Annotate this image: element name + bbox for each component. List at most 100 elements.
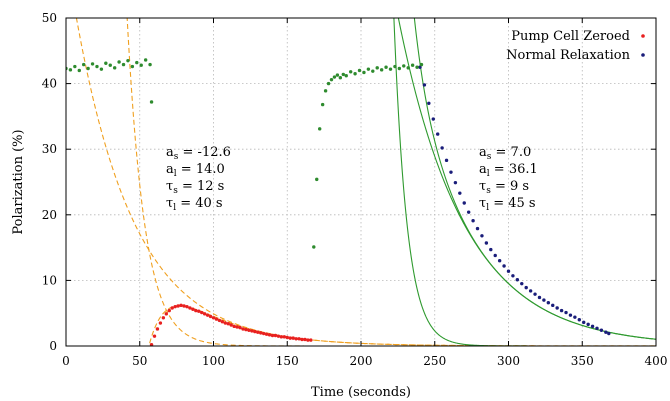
fit-parameter-label: al = 14.0	[166, 162, 225, 179]
data-point	[288, 336, 292, 340]
data-point	[149, 100, 154, 104]
data-point	[238, 325, 242, 330]
data-point	[226, 322, 230, 326]
data-point	[489, 247, 493, 252]
fit-total-curve	[413, 18, 656, 340]
data-point	[185, 304, 189, 309]
data-point	[247, 328, 251, 332]
data-point	[502, 264, 506, 268]
data-point	[179, 303, 183, 308]
x-ticks: 0 50 100 150 200 250 300 350 400	[62, 18, 667, 368]
data-point	[402, 64, 406, 68]
data-point	[73, 64, 77, 69]
x-tick-label: 100	[202, 354, 225, 368]
data-point	[573, 315, 577, 319]
data-point	[315, 177, 319, 182]
legend-marker-normal-relaxation	[641, 53, 645, 57]
data-point	[335, 73, 340, 77]
data-point	[440, 146, 444, 150]
data-point	[112, 66, 117, 70]
data-point	[155, 327, 160, 331]
fit-parameter-label: as = -12.6	[166, 145, 231, 162]
data-point	[139, 63, 143, 67]
data-point	[202, 312, 207, 316]
data-point	[229, 323, 233, 327]
data-point	[259, 331, 263, 335]
data-point	[135, 60, 139, 65]
data-point	[475, 226, 480, 231]
data-point	[418, 65, 422, 69]
data-point	[95, 64, 99, 69]
data-point	[410, 63, 415, 67]
data-point	[318, 127, 322, 131]
fit-parameter-label: as = 7.0	[479, 145, 531, 162]
data-point	[148, 62, 152, 67]
data-point	[397, 66, 402, 71]
data-point	[276, 334, 281, 338]
data-point	[422, 83, 427, 87]
data-point	[200, 310, 204, 315]
fit-parameter-label: τl = 40 s	[166, 196, 223, 213]
data-point	[497, 259, 502, 263]
fit-parameter-label: τs = 9 s	[479, 179, 529, 196]
data-point	[533, 292, 537, 296]
data-point	[537, 295, 542, 300]
data-point	[332, 75, 337, 79]
data-point	[607, 331, 611, 336]
annotations: as = -12.6al = 14.0τs = 12 sτl = 40 s as …	[166, 145, 538, 213]
data-point	[362, 70, 366, 75]
data-point	[393, 64, 397, 69]
data-point	[595, 326, 599, 330]
data-point	[161, 316, 166, 320]
data-point	[297, 337, 301, 341]
data-point	[546, 301, 551, 305]
x-tick-label: 200	[350, 354, 373, 368]
data-point	[220, 320, 225, 324]
data-point	[506, 269, 511, 273]
data-point	[182, 304, 186, 308]
data-point	[480, 234, 484, 238]
data-point	[303, 337, 307, 342]
data-point	[300, 337, 304, 342]
y-ticks: 0 10 20 30 40 50	[42, 11, 656, 353]
data-point	[371, 69, 375, 73]
data-point	[126, 58, 130, 63]
data-point	[458, 191, 462, 195]
y-tick-label: 30	[42, 142, 57, 156]
data-point	[68, 68, 73, 72]
data-point	[520, 281, 524, 286]
y-tick-label: 10	[42, 273, 57, 287]
data-point	[366, 67, 371, 71]
y-axis-label: Polarization (%)	[11, 129, 26, 234]
data-point	[344, 74, 348, 78]
data-point	[357, 68, 362, 73]
data-point	[462, 201, 466, 205]
data-point	[244, 327, 248, 332]
x-tick-label: 250	[423, 354, 446, 368]
data-point	[375, 66, 379, 70]
data-point	[214, 317, 219, 321]
data-point	[253, 329, 257, 334]
data-point	[211, 316, 216, 320]
data-point	[294, 337, 298, 341]
data-point	[270, 333, 275, 338]
data-point	[232, 324, 236, 329]
data-point	[323, 89, 328, 93]
data-point	[176, 304, 180, 308]
data-point	[444, 158, 449, 163]
data-point	[158, 321, 163, 325]
data-point	[388, 67, 393, 71]
legend-label-pump-cell: Pump Cell Zeroed	[511, 29, 630, 44]
data-point	[586, 322, 590, 327]
data-point	[449, 170, 453, 174]
data-point	[436, 132, 440, 136]
legend: Pump Cell Zeroed Normal Relaxation	[506, 29, 645, 63]
data-point	[427, 101, 431, 105]
data-point	[453, 180, 458, 185]
fit-total-curve	[148, 305, 656, 346]
data-point	[379, 68, 384, 72]
data-point	[524, 285, 528, 290]
data-point	[341, 72, 345, 77]
data-point	[599, 328, 604, 332]
